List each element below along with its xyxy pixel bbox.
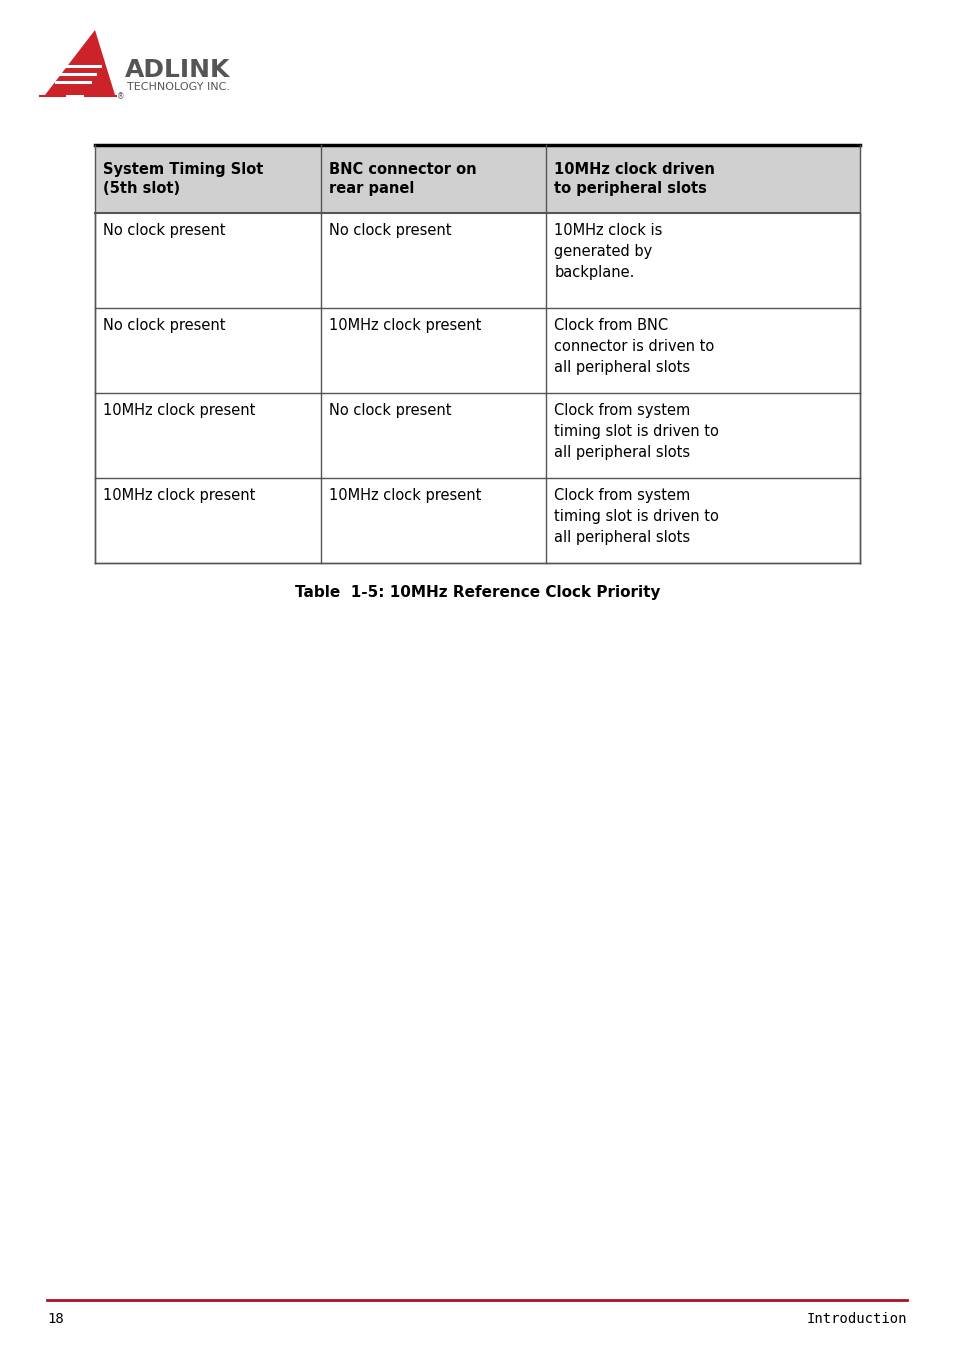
Text: 18: 18 bbox=[47, 1312, 64, 1326]
Text: System Timing Slot
(5th slot): System Timing Slot (5th slot) bbox=[103, 161, 263, 196]
Bar bbox=[95, 145, 859, 213]
Bar bbox=[95, 307, 859, 393]
Text: 10MHz clock present: 10MHz clock present bbox=[103, 403, 255, 418]
Text: 10MHz clock is
generated by
backplane.: 10MHz clock is generated by backplane. bbox=[554, 223, 662, 280]
Text: ®: ® bbox=[117, 92, 125, 102]
Text: Clock from system
timing slot is driven to
all peripheral slots: Clock from system timing slot is driven … bbox=[554, 403, 719, 460]
Text: Introduction: Introduction bbox=[805, 1312, 906, 1326]
Text: 10MHz clock driven
to peripheral slots: 10MHz clock driven to peripheral slots bbox=[554, 161, 715, 196]
Text: Clock from BNC
connector is driven to
all peripheral slots: Clock from BNC connector is driven to al… bbox=[554, 318, 714, 375]
Text: TECHNOLOGY INC.: TECHNOLOGY INC. bbox=[127, 83, 230, 92]
Text: 10MHz clock present: 10MHz clock present bbox=[329, 487, 480, 502]
Bar bbox=[95, 393, 859, 478]
Text: No clock present: No clock present bbox=[329, 223, 451, 238]
Text: Clock from system
timing slot is driven to
all peripheral slots: Clock from system timing slot is driven … bbox=[554, 487, 719, 546]
Text: BNC connector on
rear panel: BNC connector on rear panel bbox=[329, 161, 476, 196]
Text: No clock present: No clock present bbox=[103, 318, 225, 333]
Bar bbox=[95, 478, 859, 563]
Polygon shape bbox=[45, 30, 115, 95]
Text: ADLINK: ADLINK bbox=[125, 58, 230, 83]
Text: Table  1-5: 10MHz Reference Clock Priority: Table 1-5: 10MHz Reference Clock Priorit… bbox=[294, 585, 659, 600]
Bar bbox=[95, 213, 859, 307]
Text: 10MHz clock present: 10MHz clock present bbox=[103, 487, 255, 502]
Text: No clock present: No clock present bbox=[329, 403, 451, 418]
Text: No clock present: No clock present bbox=[103, 223, 225, 238]
Text: 10MHz clock present: 10MHz clock present bbox=[329, 318, 480, 333]
